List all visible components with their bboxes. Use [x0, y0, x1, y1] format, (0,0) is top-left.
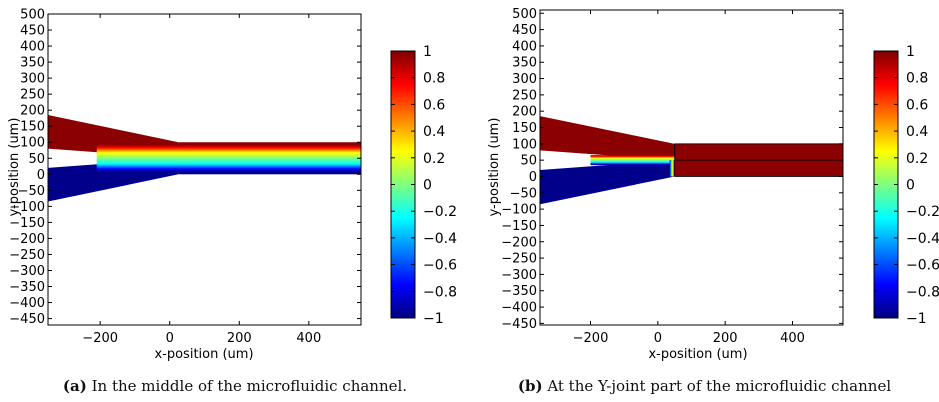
y-tick-label: 0 [37, 168, 45, 183]
x-tick-label: 0 [654, 331, 662, 346]
x-tick-label: −200 [573, 331, 609, 346]
x-axis-label: x-position (um) [648, 347, 747, 362]
colorbar-tick-label: 0.8 [423, 71, 445, 87]
y-tick-label: −50 [18, 184, 45, 199]
joint-transition [669, 160, 676, 177]
caption-b-label: (b) [517, 377, 543, 395]
y-tick-label: −400 [9, 296, 45, 311]
y-tick-label: 50 [520, 154, 537, 169]
colorbar-tick-label: −0.2 [423, 204, 457, 220]
y-tick-label: 500 [20, 8, 45, 23]
plot-frame [47, 13, 362, 326]
colorbar-tick-label: −0.2 [906, 204, 939, 220]
interface-band [590, 155, 675, 166]
y-tick-label: 450 [512, 23, 537, 38]
colorbar-tick-label: 0.4 [423, 124, 445, 140]
y-tick-label: −350 [9, 280, 45, 295]
y-tick-label: −300 [9, 264, 45, 279]
y-tick-label: 50 [28, 152, 45, 167]
y-tick-label: −100 [9, 200, 45, 215]
panel-b: y-position (um) x-position (um) 500 450 40… [470, 0, 939, 402]
y-tick-label: 300 [512, 72, 537, 87]
y-axis-label: y-position (um) [7, 118, 22, 217]
heatmap-chart-a: y-position (um) x-position (um) 50045040… [7, 8, 457, 363]
colorbar-tick-label: −0.4 [906, 231, 939, 247]
x-tick-label: 400 [780, 331, 805, 346]
y-tick-label: 150 [20, 120, 45, 135]
upper-inlet-region [540, 116, 675, 161]
x-tick-label: 200 [227, 331, 252, 346]
caption-b-text: At the Y-joint part of the microfluidic … [542, 377, 892, 395]
y-tick-label: 200 [20, 104, 45, 119]
caption-a-text: In the middle of the microfluidic channe… [86, 377, 408, 395]
y-tick-label: 350 [20, 56, 45, 71]
y-tick-label: 500 [512, 7, 537, 22]
x-tick-label: −200 [82, 331, 118, 346]
colorbar-tick-label: 0.2 [423, 151, 445, 167]
y-tick-label: 450 [20, 24, 45, 39]
interface-band [96, 144, 361, 173]
y-tick-label: −50 [510, 186, 537, 201]
heatmap-chart-b: y-position (um) x-position (um) 50045040… [487, 7, 939, 362]
caption-b: (b) At the Y-joint part of the microflui… [470, 377, 939, 395]
y-tick-label: 100 [20, 136, 45, 151]
caption-a: (a) In the middle of the microfluidic ch… [0, 377, 470, 395]
y-tick-label: −450 [501, 317, 537, 332]
x-tick-label: 400 [296, 331, 321, 346]
y-tick-label: 400 [20, 40, 45, 55]
colorbar-tick-label: 0.4 [906, 124, 928, 140]
y-tick-label: 400 [512, 39, 537, 54]
y-tick-label: −200 [9, 232, 45, 247]
y-tick-label: 250 [512, 88, 537, 103]
y-tick-label: 300 [20, 72, 45, 87]
colorbar-tick-label: 0.2 [906, 151, 928, 167]
colorbar-tick-label: 0.6 [906, 97, 928, 113]
y-tick-label: 0 [529, 170, 537, 185]
colorbar-tick-label: 0 [423, 178, 432, 194]
y-tick-label: −450 [9, 312, 45, 327]
colorbar-tick-label: −0.6 [423, 258, 457, 274]
colorbar-tick-label: 0.6 [423, 97, 445, 113]
y-tick-label: −150 [501, 219, 537, 234]
panel-a: y-position (um) x-position (um) 500 450 40… [0, 8, 470, 396]
colorbar-tick-label: −0.8 [906, 284, 939, 300]
colorbar-tick-label: 0 [906, 178, 915, 194]
x-axis-label: x-position (um) [154, 347, 253, 362]
caption-a-label: (a) [62, 377, 87, 395]
colorbar-tick-label: 1 [423, 44, 432, 60]
lower-inlet-region [540, 160, 675, 205]
y-tick-label: −300 [501, 268, 537, 283]
y-tick-label: −250 [501, 252, 537, 267]
y-tick-label: −200 [501, 235, 537, 250]
y-tick-label: 150 [512, 121, 537, 136]
colorbar-tick-label: −0.6 [906, 258, 939, 274]
y-tick-label: 250 [20, 88, 45, 103]
y-tick-label: 200 [512, 105, 537, 120]
y-tick-label: 350 [512, 56, 537, 71]
colorbar-tick-label: 0.8 [906, 71, 928, 87]
x-tick-label: 200 [713, 331, 738, 346]
y-axis-label: y-position (um) [487, 118, 502, 217]
x-tick-label: 0 [166, 331, 174, 346]
colorbar-tick-label: −0.8 [423, 284, 457, 300]
colorbar-tick-label: −0.4 [423, 231, 457, 247]
y-tick-label: −250 [9, 248, 45, 263]
y-tick-label: −400 [501, 301, 537, 316]
colorbar-tick-label: 1 [906, 44, 915, 60]
colorbar-tick-label: −1 [423, 311, 444, 327]
y-tick-label: 100 [512, 137, 537, 152]
colorbar-tick-label: −1 [906, 311, 927, 327]
y-tick-label: −150 [9, 216, 45, 231]
y-tick-label: −350 [501, 284, 537, 299]
y-tick-label: −100 [501, 203, 537, 218]
plot-frame [539, 9, 844, 326]
